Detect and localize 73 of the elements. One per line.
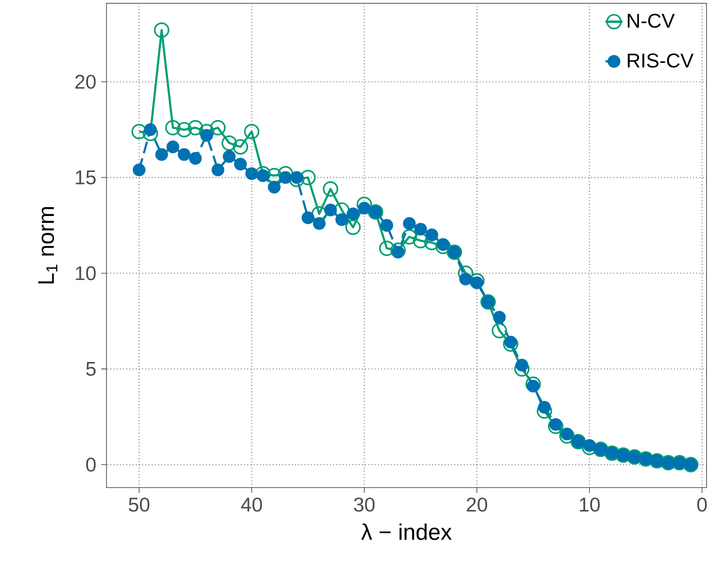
point [290, 171, 304, 184]
y-axis-title: L$_{1}$ norm [38, 207, 58, 284]
point [155, 148, 168, 161]
point [470, 276, 484, 290]
point [492, 322, 508, 338]
point [358, 202, 371, 214]
x-tick-label: 10 [580, 498, 600, 512]
point [132, 163, 146, 176]
y-tick-label: 5 [86, 362, 96, 376]
point [335, 213, 348, 226]
point [516, 358, 528, 372]
point [392, 246, 404, 258]
point [300, 170, 316, 186]
point [549, 418, 562, 431]
point [165, 120, 181, 136]
y-tick-label: 20 [75, 74, 96, 89]
point [256, 169, 270, 182]
point [210, 120, 226, 136]
point [189, 152, 202, 165]
point [312, 217, 326, 230]
point [345, 220, 361, 235]
point [234, 158, 247, 170]
point [414, 222, 427, 236]
point [525, 376, 541, 392]
point [222, 150, 236, 163]
point [380, 218, 394, 232]
point [425, 228, 438, 242]
point [279, 171, 292, 184]
point [244, 124, 260, 140]
point [502, 336, 518, 352]
point [324, 204, 337, 216]
point [412, 232, 428, 248]
x-tick-label: 0 [697, 498, 707, 512]
point [493, 310, 506, 324]
point [268, 180, 281, 194]
x-tick-label: 20 [466, 498, 488, 512]
point [402, 229, 418, 244]
y-tick-label: 0 [86, 458, 96, 472]
point [436, 238, 450, 251]
x-axis-title: λ − index [361, 523, 452, 540]
x-tick-label: 40 [241, 498, 262, 512]
point [131, 124, 147, 140]
legend-label: RIS-CV [628, 53, 694, 68]
point [459, 272, 472, 286]
point [166, 140, 180, 154]
x-tick-label: 30 [354, 498, 375, 512]
point [212, 163, 224, 176]
point [154, 22, 170, 38]
point [504, 336, 518, 348]
y-tick-label: 15 [76, 170, 96, 184]
point [379, 240, 394, 256]
point [176, 122, 192, 138]
point [245, 167, 258, 180]
point [548, 418, 564, 434]
point [232, 139, 248, 155]
point [322, 181, 338, 197]
point [302, 211, 314, 224]
point [346, 207, 360, 220]
point [559, 428, 575, 444]
point [526, 380, 540, 392]
point [390, 242, 406, 258]
point [144, 123, 157, 136]
point [560, 428, 574, 440]
point [402, 217, 416, 230]
legend-label: N-CV [628, 14, 675, 28]
point [178, 148, 191, 161]
point [583, 439, 596, 452]
point [221, 135, 237, 151]
x-tick-label: 50 [128, 498, 150, 512]
point [538, 400, 551, 414]
point [200, 128, 214, 142]
point [188, 120, 204, 136]
y-tick-label: 10 [76, 266, 96, 280]
